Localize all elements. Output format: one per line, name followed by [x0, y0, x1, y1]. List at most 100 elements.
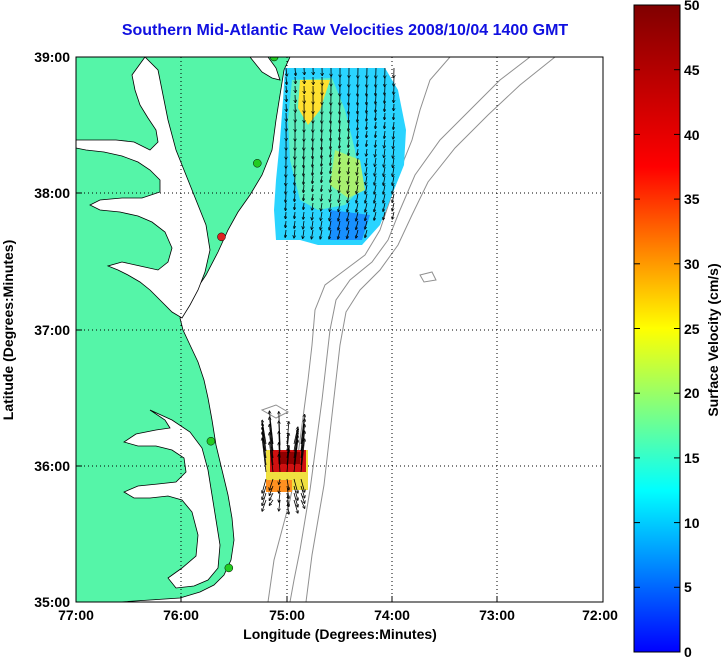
velocity-arrow [356, 193, 359, 203]
velocity-arrow [300, 485, 305, 498]
velocity-arrow [269, 425, 274, 459]
colorbar-tick-label: 50 [684, 0, 700, 13]
delaware-bay [249, 57, 281, 81]
velocity-arrow [285, 202, 286, 210]
velocity-arrow [357, 175, 358, 184]
velocity-arrow [356, 202, 359, 212]
x-axis-label: Longitude (Degrees:Minutes) [243, 626, 437, 642]
colorbar-tick-label: 15 [684, 450, 700, 466]
velocity-arrow [330, 193, 331, 202]
colorbar-tick-label: 5 [684, 579, 692, 595]
velocity-arrow [300, 431, 305, 466]
velocity-arrow [339, 121, 340, 131]
x-tick-label: 75:00 [269, 607, 305, 623]
velocity-arrow [365, 175, 367, 185]
velocity-arrow [321, 175, 322, 182]
velocity-arrow [347, 220, 350, 230]
chesapeake-bay [76, 57, 211, 319]
velocity-arrow [262, 438, 267, 473]
velocity-arrow [384, 139, 385, 148]
velocity-arrow [375, 139, 376, 147]
velocity-arrow [366, 130, 367, 137]
velocity-arrow [285, 211, 286, 218]
velocity-arrow [329, 229, 332, 239]
velocity-arrow [348, 175, 349, 184]
bathymetry-contours [260, 57, 556, 602]
velocity-arrow [330, 148, 331, 157]
y-tick-label: 36:00 [34, 458, 70, 474]
velocity-arrow [357, 139, 358, 146]
velocity-arrow [286, 492, 289, 506]
colorbar-ticks [634, 4, 680, 653]
velocity-arrow [393, 148, 394, 158]
velocity-arrow [348, 112, 349, 122]
velocity-arrow [321, 148, 322, 158]
x-tick-label: 77:00 [58, 607, 94, 623]
velocity-arrow [356, 229, 359, 238]
velocity-arrows-north [285, 67, 395, 239]
velocity-arrow [293, 478, 298, 493]
velocity-arrow [357, 112, 358, 122]
velocity-arrow [348, 184, 349, 193]
velocity-arrow [392, 166, 394, 176]
velocity-arrow [375, 103, 376, 112]
velocity-arrow [286, 85, 287, 92]
velocity-arrow [348, 148, 349, 155]
velocity-arrow [339, 166, 340, 173]
velocity-arrow [330, 139, 331, 149]
velocity-arrow [347, 202, 350, 212]
velocity-arrows-south [262, 411, 304, 513]
velocity-arrow [348, 166, 349, 174]
velocity-arrow [366, 121, 367, 129]
x-tick-label: 72:00 [582, 607, 618, 623]
velocity-arrow [330, 202, 331, 211]
velocity-arrow [262, 478, 267, 493]
velocity-arrow [300, 492, 305, 503]
velocity-arrow [365, 220, 368, 229]
velocity-arrow [269, 492, 274, 500]
velocity-arrow [286, 76, 287, 84]
velocity-arrow [321, 130, 322, 141]
velocity-arrow [366, 148, 367, 156]
velocity-arrow [357, 103, 358, 113]
velocity-arrow [286, 67, 287, 76]
velocity-arrow [392, 202, 395, 211]
velocity-arrow [339, 130, 340, 140]
velocity-arrow [330, 121, 331, 132]
velocity-arrow [300, 478, 305, 492]
velocity-arrow [347, 211, 350, 221]
colorbar-tick-label: 25 [684, 321, 700, 337]
velocity-arrow [366, 85, 367, 96]
velocity-arrow [383, 184, 386, 194]
y-axis-label: Latitude (Degrees:Minutes) [0, 240, 16, 420]
velocity-arrow [330, 130, 331, 140]
velocity-arrow [339, 193, 340, 202]
colorbar-label: Surface Velocity (cm/s) [705, 263, 721, 416]
velocity-arrow [294, 202, 295, 209]
velocity-arrow [286, 499, 289, 514]
velocity-arrow [357, 121, 358, 130]
velocity-arrow [303, 229, 304, 238]
velocity-arrow [348, 139, 349, 147]
x-tick-labels: 77:00 76:00 75:00 74:00 73:00 72:00 [58, 607, 618, 623]
velocity-arrow [338, 229, 341, 239]
velocity-arrow [366, 112, 367, 121]
velocity-arrow [374, 211, 377, 220]
velocity-arrow [375, 157, 376, 166]
velocity-arrow [269, 485, 274, 495]
velocity-arrow [375, 94, 376, 104]
velocity-arrow [321, 184, 322, 191]
colorbar-tick-label: 30 [684, 256, 700, 272]
velocity-arrow [392, 175, 395, 185]
colorbar-tick-label: 40 [684, 127, 700, 143]
velocity-arrow [321, 166, 322, 174]
velocity-arrow [348, 103, 349, 114]
velocity-arrow [294, 193, 295, 201]
velocity-arrow [393, 112, 394, 119]
velocity-arrow [357, 148, 358, 155]
velocity-arrow [375, 85, 376, 95]
colorbar-tick-label: 0 [684, 644, 692, 659]
radar-station-marker [206, 436, 216, 446]
y-tick-label: 35:00 [34, 594, 70, 610]
